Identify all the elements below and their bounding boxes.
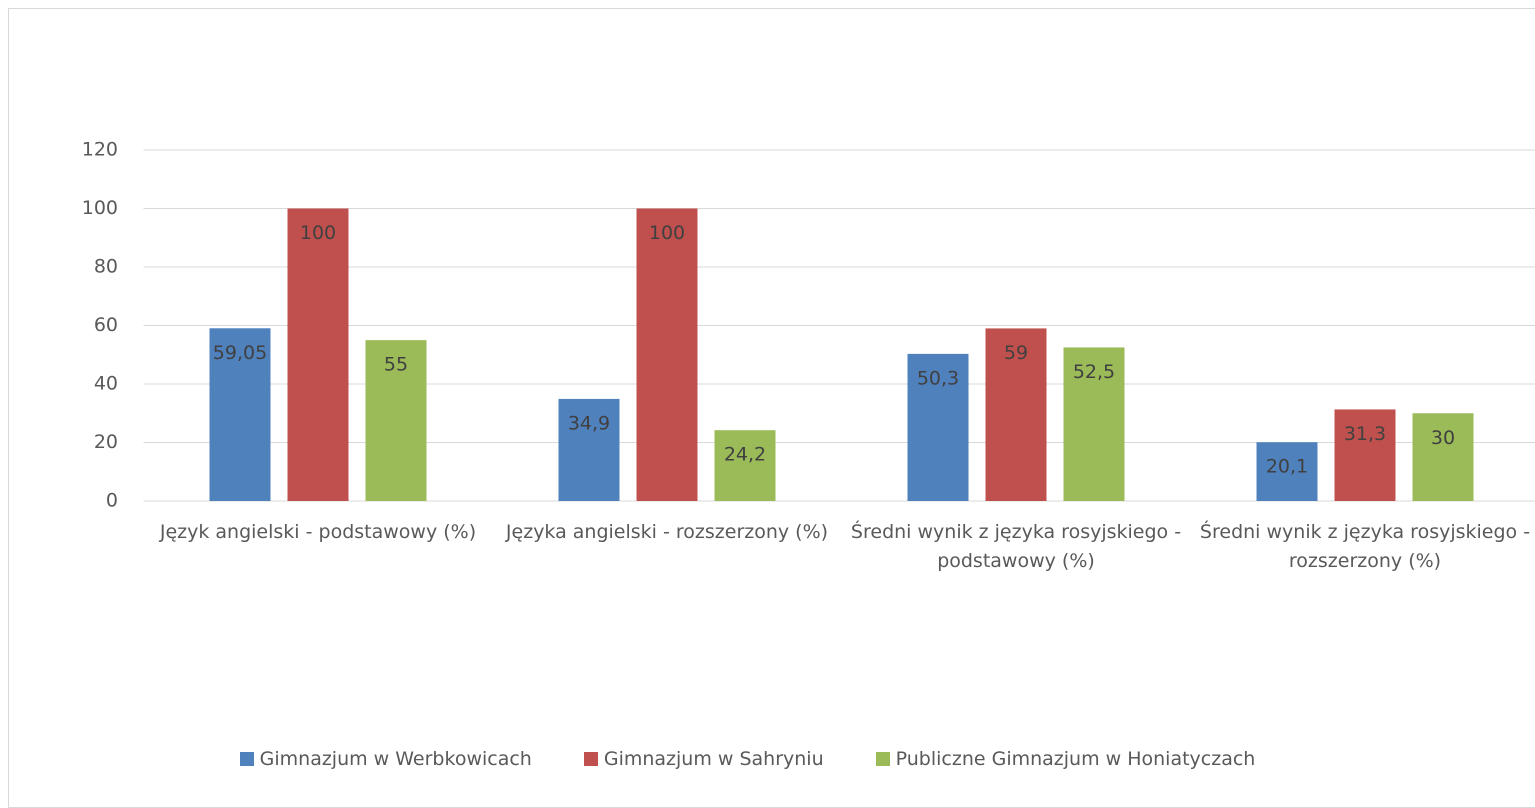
x-tick-label: Języka angielski - rozszerzony (%) (505, 521, 829, 543)
legend-label: Publiczne Gimnazjum w Honiatyczach (895, 748, 1256, 770)
y-tick-label: 80 (94, 256, 118, 278)
bar (558, 398, 620, 501)
bar (1334, 409, 1396, 501)
data-label: 34,9 (568, 412, 610, 434)
data-label: 31,3 (1344, 423, 1386, 445)
data-label: 100 (649, 222, 685, 244)
y-tick-label: 120 (82, 139, 118, 161)
bar (714, 430, 776, 501)
data-label: 50,3 (917, 367, 959, 389)
x-tick-label: Język angielski - podstawowy (%) (159, 521, 477, 543)
y-tick-label: 60 (94, 314, 118, 336)
data-label: 30 (1431, 427, 1455, 449)
legend-item: Gimnazjum w Sahryniu (583, 748, 824, 770)
legend-swatch (875, 752, 890, 766)
bar (1063, 347, 1125, 501)
y-tick-label: 40 (94, 373, 118, 395)
bar (985, 328, 1047, 501)
data-label: 59,05 (213, 342, 267, 364)
data-label: 55 (384, 354, 408, 376)
data-label: 24,2 (724, 444, 766, 466)
bar (636, 208, 698, 501)
y-tick-label: 0 (106, 490, 118, 512)
bar (907, 353, 969, 501)
y-tick-label: 100 (82, 197, 118, 219)
data-label: 52,5 (1073, 361, 1115, 383)
legend-label: Gimnazjum w Sahryniu (603, 748, 824, 770)
legend-label: Gimnazjum w Werbkowicach (259, 748, 532, 770)
bar (365, 340, 427, 501)
bar (209, 328, 271, 501)
data-label: 100 (300, 222, 336, 244)
legend-swatch (239, 752, 254, 766)
legend-swatch (583, 752, 598, 766)
y-tick-label: 20 (94, 431, 118, 453)
data-label: 20,1 (1266, 456, 1308, 478)
legend: Gimnazjum w Werbkowicach Gimnazjum w Sahr… (0, 748, 1535, 770)
x-tick-label: Średni wynik z języka rosyjskiego - rozs… (1199, 521, 1531, 572)
legend-item: Gimnazjum w Werbkowicach (239, 748, 532, 770)
bar (287, 208, 349, 501)
bar (1412, 413, 1474, 501)
data-label: 59 (1004, 342, 1028, 364)
x-tick-label: Średni wynik z języka rosyjskiego - pods… (850, 521, 1182, 572)
bar (1256, 442, 1318, 501)
legend-item: Publiczne Gimnazjum w Honiatyczach (875, 748, 1256, 770)
